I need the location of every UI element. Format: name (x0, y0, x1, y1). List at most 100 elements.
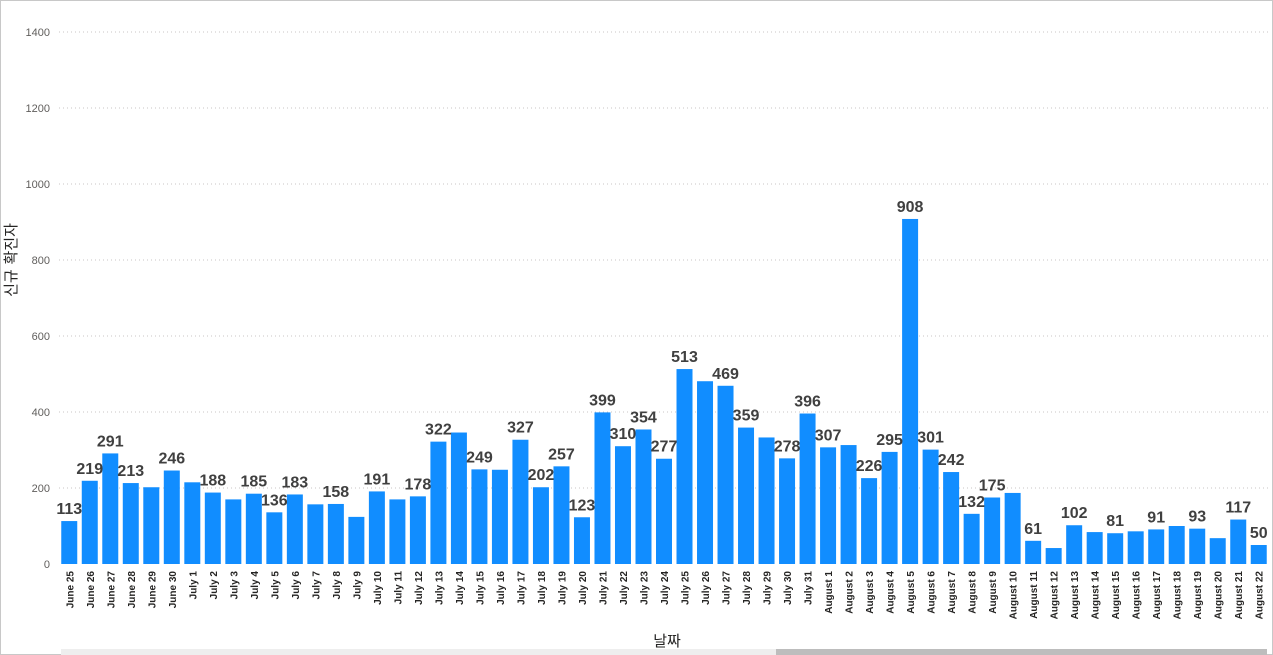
x-tick-label: August 20 (1214, 571, 1225, 620)
data-label: 219 (76, 461, 103, 478)
x-tick-label: July 30 (783, 571, 794, 605)
bar[interactable] (286, 494, 303, 564)
bar[interactable] (902, 218, 919, 564)
bar[interactable] (204, 492, 221, 564)
bar[interactable] (266, 512, 283, 564)
data-label: 136 (261, 492, 288, 509)
bar[interactable] (450, 432, 467, 564)
bar[interactable] (1168, 526, 1185, 564)
bar[interactable] (61, 521, 78, 564)
bar[interactable] (102, 453, 119, 564)
scrollbar-thumb[interactable] (776, 649, 1267, 655)
bar[interactable] (984, 497, 1001, 565)
bar[interactable] (1086, 532, 1103, 564)
data-label: 50 (1250, 525, 1268, 542)
bar[interactable] (656, 458, 672, 564)
bar[interactable] (1250, 545, 1267, 564)
bar[interactable] (184, 482, 201, 564)
bar[interactable] (922, 449, 939, 564)
x-tick-label: July 7 (311, 571, 322, 600)
data-label: 249 (466, 449, 493, 466)
bar[interactable] (840, 445, 857, 564)
bar[interactable] (779, 458, 796, 564)
x-tick-label: July 17 (516, 571, 527, 605)
data-label: 113 (56, 501, 82, 518)
bar[interactable] (512, 439, 529, 564)
bar[interactable] (225, 499, 242, 564)
bar[interactable] (594, 412, 611, 564)
data-label: 188 (199, 473, 226, 490)
bar[interactable] (122, 483, 139, 564)
bar[interactable] (1107, 533, 1124, 564)
data-label: 513 (671, 349, 698, 366)
x-tick-label: August 6 (927, 571, 938, 614)
x-tick-label: August 8 (968, 571, 979, 614)
x-tick-label: August 12 (1050, 571, 1061, 620)
y-axis-title: 신규 확진자 (2, 223, 20, 297)
bar[interactable] (635, 429, 652, 564)
bar[interactable] (245, 493, 262, 564)
bar[interactable] (676, 369, 693, 564)
x-tick-label: July 9 (352, 571, 363, 600)
x-tick-label: June 29 (147, 571, 158, 609)
bar[interactable] (758, 437, 775, 564)
x-tick-label: July 6 (291, 571, 302, 600)
bar[interactable] (471, 469, 488, 564)
bar[interactable] (163, 470, 180, 564)
bar[interactable] (143, 487, 160, 564)
bar[interactable] (573, 517, 590, 564)
bar[interactable] (409, 496, 426, 564)
data-label: 301 (917, 430, 944, 447)
grid-lines (59, 31, 1269, 489)
x-tick-label: July 16 (496, 571, 507, 605)
x-tick-label: August 15 (1111, 571, 1122, 620)
bar[interactable] (553, 466, 570, 564)
bar[interactable] (614, 446, 631, 564)
bar[interactable] (1004, 492, 1021, 564)
x-tick-label: July 11 (393, 571, 404, 605)
x-tick-label: July 13 (434, 571, 445, 605)
bar[interactable] (861, 478, 878, 564)
bar[interactable] (1209, 538, 1226, 564)
bar[interactable] (943, 472, 960, 564)
y-tick-label: 200 (32, 483, 50, 495)
bar[interactable] (368, 491, 385, 564)
bar[interactable] (327, 503, 344, 564)
bar[interactable] (430, 441, 447, 564)
bar[interactable] (1230, 519, 1247, 564)
bar[interactable] (820, 447, 837, 564)
data-label: 183 (281, 474, 308, 491)
x-tick-label: July 29 (763, 571, 774, 605)
x-tick-label: August 9 (988, 571, 999, 614)
bar[interactable] (307, 504, 324, 564)
y-tick-label: 800 (32, 255, 50, 267)
bar[interactable] (697, 381, 714, 564)
data-label: 178 (405, 476, 432, 493)
bar[interactable] (491, 469, 508, 564)
data-label: 327 (507, 420, 534, 437)
x-tick-label: July 14 (455, 571, 466, 605)
bar[interactable] (1045, 548, 1062, 564)
x-tick-label: August 22 (1255, 571, 1266, 620)
data-label: 158 (323, 484, 350, 501)
data-label: 295 (876, 432, 903, 449)
x-tick-label: July 23 (639, 571, 650, 605)
bar[interactable] (881, 451, 898, 564)
bar[interactable] (532, 487, 549, 564)
bar[interactable] (963, 513, 980, 564)
data-label: 213 (117, 463, 144, 480)
horizontal-scrollbar[interactable] (61, 649, 1267, 655)
bar[interactable] (1148, 529, 1165, 564)
bar[interactable] (799, 413, 816, 564)
bar[interactable] (1066, 525, 1083, 564)
bar[interactable] (1189, 528, 1206, 564)
bar[interactable] (1025, 540, 1042, 564)
bar[interactable] (348, 516, 365, 564)
bar[interactable] (717, 385, 734, 564)
bar[interactable] (738, 427, 755, 564)
x-tick-label: July 24 (660, 571, 671, 605)
x-tick-label: August 3 (865, 571, 876, 614)
bar[interactable] (389, 499, 406, 564)
bar[interactable] (81, 480, 98, 564)
bar[interactable] (1127, 531, 1144, 564)
